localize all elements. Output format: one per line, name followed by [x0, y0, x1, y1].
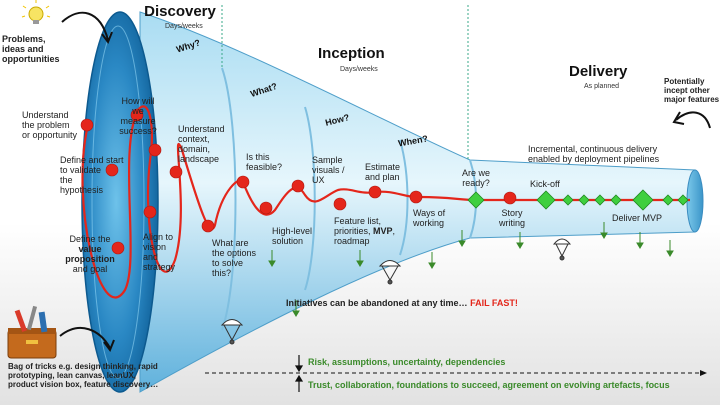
label-high-level: High-level solution [272, 226, 313, 247]
feature-list-post: roadmap [334, 236, 370, 247]
label-estimate-plan: Estimate and plan [365, 162, 401, 183]
trust-line: Trust, collaboration, foundations to suc… [308, 380, 670, 390]
label-sample-visuals: Sample visuals / UX [312, 155, 345, 186]
define-value-pre: Define the [69, 234, 111, 244]
feature-list-mvp: MVP [373, 226, 393, 237]
label-feasible: Is this feasible? [246, 152, 283, 173]
incept-features-label: Potentially incept other major features [664, 77, 720, 104]
label-how-measure: How will we measure success? [119, 96, 157, 137]
label-feature-list: Feature list, priorities, MVP, roadmap [334, 216, 396, 247]
label-incremental-delivery: Incremental, continuous delivery enabled… [528, 144, 660, 165]
feature-list-pre: Feature list, priorities, [334, 216, 382, 237]
lightbulb-icon [21, 0, 51, 24]
problems-ideas-label: Problems, ideas and opportunities [2, 34, 60, 65]
parachute-icon [220, 238, 572, 345]
discovery-duration: Days/weeks [165, 23, 203, 30]
label-ways-working: Ways of working [413, 208, 446, 229]
label-define-value: Define the value proposition and goal [62, 234, 118, 274]
abandon-text: Initiatives can be abandoned at any time… [286, 298, 468, 308]
inception-duration: Days/weeks [340, 66, 378, 73]
inception-title: Inception [318, 45, 385, 62]
label-deliver-mvp: Deliver MVP [612, 213, 663, 223]
label-kick-off: Kick-off [530, 179, 560, 189]
label-options: What are the options to solve this? [212, 238, 257, 279]
label-align-vision: Align to vision and strategy [143, 232, 176, 273]
fail-fast-text: FAIL FAST! [470, 298, 518, 308]
red-milestone-dots [80, 108, 517, 255]
risk-line: Risk, assumptions, uncertainty, dependen… [308, 357, 506, 367]
label-define-validate: Define and start to validate the hypothe… [60, 155, 124, 196]
curved-arrow-icon [59, 11, 711, 353]
discovery-title: Discovery [144, 3, 216, 20]
label-understand-problem: Understand the problem or opportunity [22, 110, 78, 141]
bag-of-tricks: Bag of tricks e.g. design thinking, rapi… [8, 362, 159, 389]
abandon-note: Initiatives can be abandoned at any time… [286, 298, 518, 308]
label-story-writing: Story writing [498, 208, 525, 229]
define-value-bold: value proposition [65, 244, 115, 265]
delivery-title: Delivery [569, 63, 628, 80]
delivery-duration: As planned [584, 83, 620, 90]
green-delivery-diamonds [467, 189, 689, 211]
label-understand-context: Understand context, domain, landscape [178, 124, 225, 165]
label-are-ready: Are we ready? [461, 168, 490, 189]
toolbox-icon [7, 305, 57, 359]
define-value-post: and goal [72, 264, 108, 275]
